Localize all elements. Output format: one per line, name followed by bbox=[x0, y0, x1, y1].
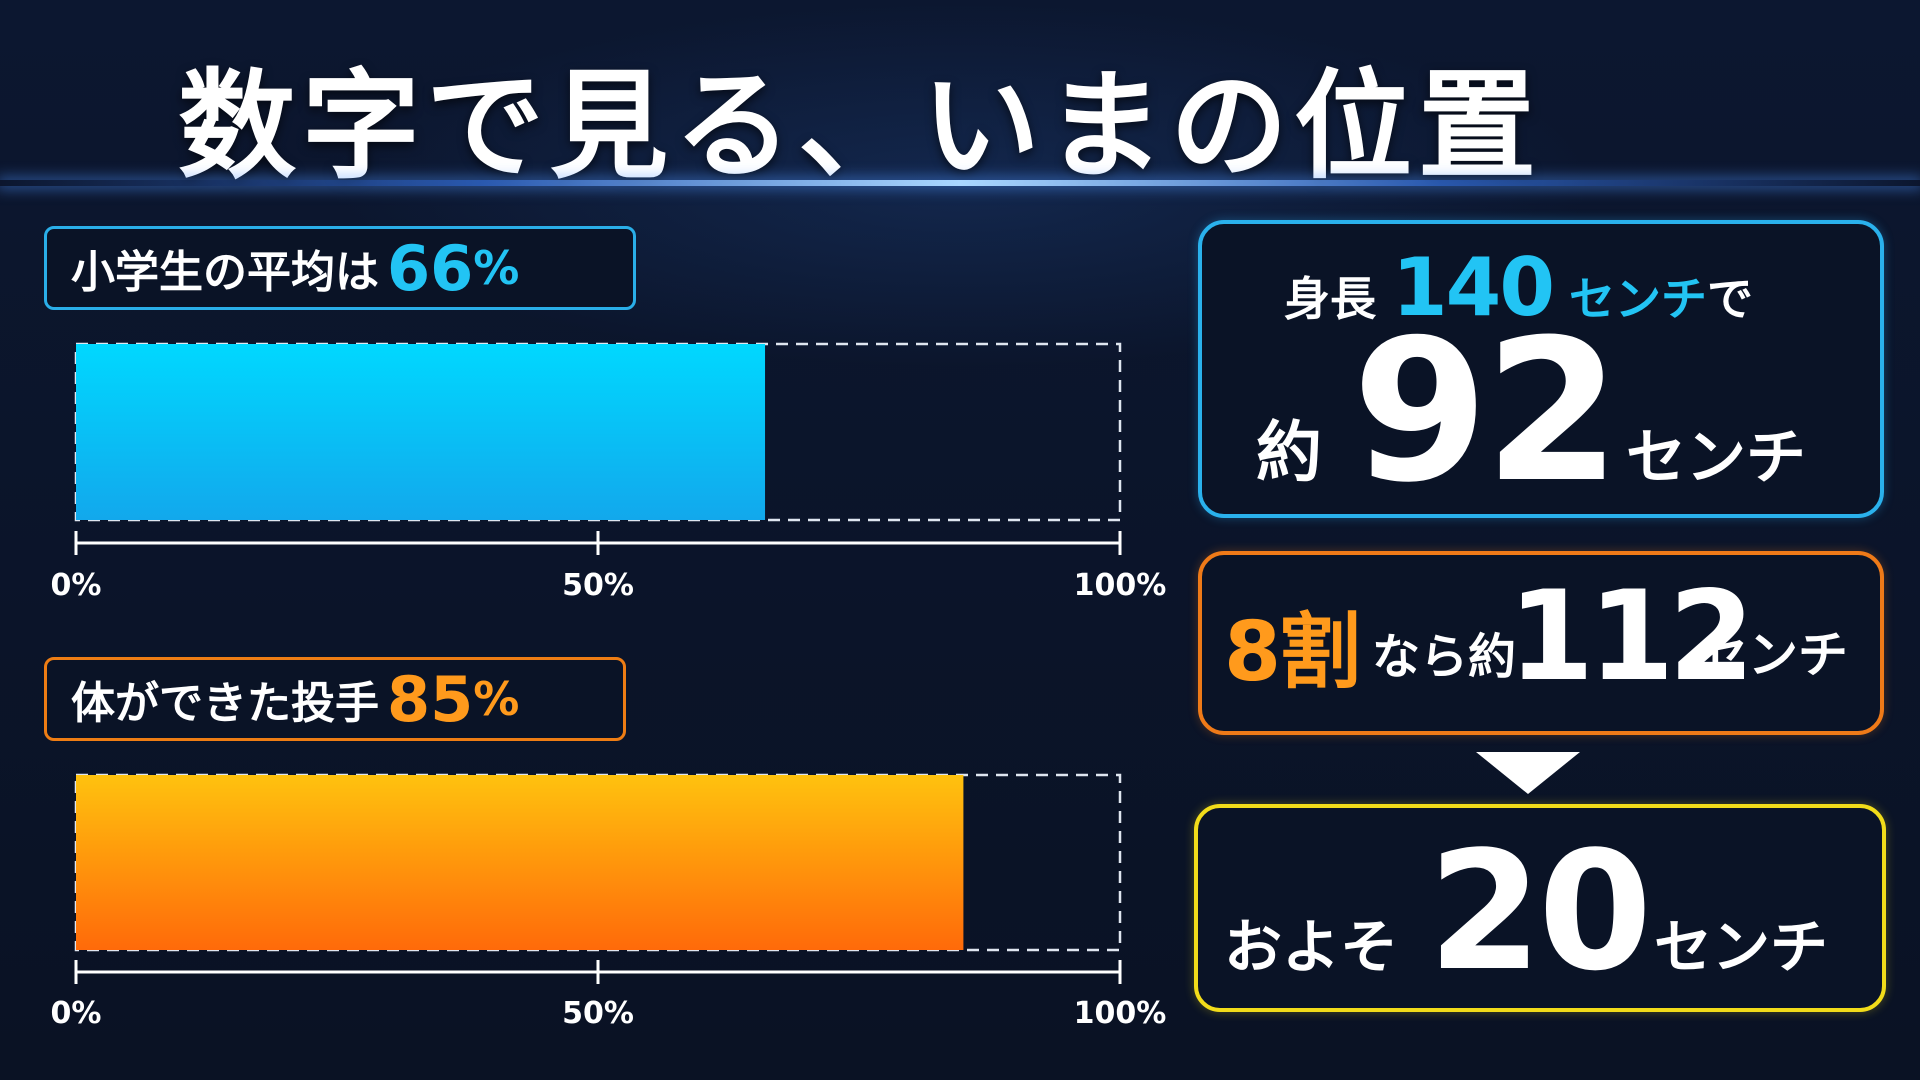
eighty-value: 112 bbox=[1508, 565, 1755, 709]
difference-panel: およそ 20 センチ bbox=[1194, 804, 1886, 1012]
eighty-percent-panel: 8割 なら約 112 センチ bbox=[1198, 551, 1884, 735]
height-line: 身長 140 センチで bbox=[1284, 238, 1753, 349]
chart-1-label: 小学生の平均は 66 % bbox=[44, 226, 636, 310]
x-tick-label: 100% bbox=[1074, 996, 1167, 1031]
difference-unit: センチ bbox=[1654, 913, 1829, 981]
height-unit: センチ bbox=[1569, 272, 1708, 326]
height-prefix: 身長 bbox=[1284, 272, 1376, 326]
chart-2-label: 体ができた投手 85 % bbox=[44, 657, 626, 741]
chart-1-value: 66 bbox=[387, 231, 474, 305]
chart-1: 0% 50% 100% bbox=[51, 342, 1167, 603]
chart-1-label-text: 小学生の平均は bbox=[71, 247, 379, 298]
arrow-down-icon bbox=[1476, 752, 1580, 794]
page-title-text: 数字で見る、いまの位置 bbox=[177, 57, 1542, 195]
height-result-unit: センチ bbox=[1626, 423, 1806, 493]
height-value: 140 bbox=[1392, 241, 1555, 334]
bar-value-1 bbox=[76, 344, 766, 520]
height-suffix: で bbox=[1707, 272, 1754, 326]
x-tick-label: 0% bbox=[51, 568, 102, 603]
title-divider bbox=[0, 180, 1920, 186]
chart-1-unit: % bbox=[473, 241, 520, 295]
chart-2-value: 85 bbox=[387, 662, 474, 736]
eighty-middle: なら約 bbox=[1372, 629, 1517, 685]
height-result-value: 92 bbox=[1352, 298, 1621, 526]
x-tick-label: 50% bbox=[562, 996, 634, 1031]
x-tick-label: 100% bbox=[1074, 568, 1167, 603]
x-tick-label: 50% bbox=[562, 568, 634, 603]
height-result-prefix: 約 bbox=[1256, 414, 1322, 491]
chart-2: 0% 50% 100% bbox=[51, 773, 1167, 1031]
eighty-ratio: 8割 bbox=[1224, 605, 1361, 700]
chart-2-unit: % bbox=[473, 672, 520, 726]
eighty-unit: センチ bbox=[1698, 626, 1848, 684]
height-panel: 身長 140 センチで 約 92 センチ bbox=[1198, 220, 1884, 518]
x-tick-label: 0% bbox=[51, 996, 102, 1031]
difference-prefix: およそ bbox=[1224, 913, 1399, 981]
chart-2-label-text: 体ができた投手 bbox=[71, 678, 379, 729]
difference-value: 20 bbox=[1428, 816, 1652, 1007]
page-title: 数字で見る、いまの位置 bbox=[0, 30, 1920, 201]
bar-value-2 bbox=[76, 775, 964, 950]
